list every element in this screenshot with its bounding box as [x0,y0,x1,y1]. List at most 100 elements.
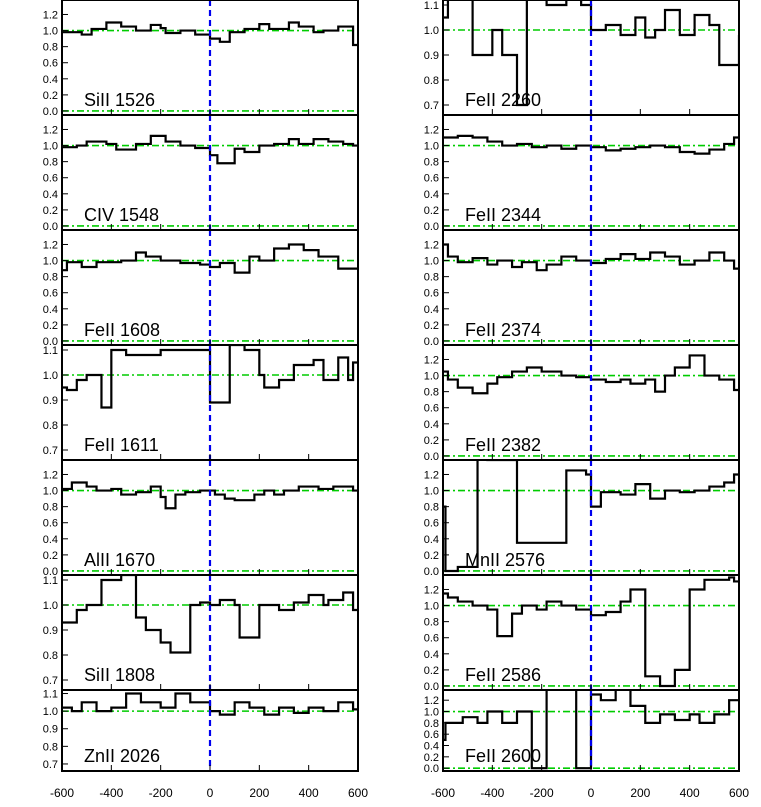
y-tick-label: 0.4 [424,534,439,546]
y-tick-label: 0.0 [424,221,439,233]
y-tick-label: 0.9 [43,395,58,407]
y-tick-label: 0.6 [424,403,439,415]
spectrum-step-line [62,134,358,165]
x-tick-label: -200 [530,786,554,800]
y-tick-label: 0.8 [43,502,58,514]
y-tick-label: 0.0 [43,106,58,118]
spectrum-step-line [62,481,358,510]
panel-label: CIV 1548 [84,205,159,225]
spectrum-step-line [62,21,358,47]
spectrum-panel: 0.7 0.8 0.9 1.0 1.1 ZnII 2026 [43,689,359,772]
spectrum-panel: 0.0 0.2 0.4 0.6 0.8 1.0 1.2 FeII 2374 [424,229,740,348]
x-tick-label: 600 [729,786,749,800]
spectrum-step-line [443,243,739,272]
panel-label: AlII 1670 [84,550,155,570]
spectrum-step-line [443,460,739,573]
y-tick-label: 0.4 [43,534,58,546]
spectrum-panel: 0.0 0.2 0.4 0.6 0.8 1.0 1.2 MnII 2576 [424,459,740,578]
y-tick-label: 1.0 [424,25,439,37]
x-tick-label: 0 [588,786,595,800]
x-tick-label: -400 [480,786,504,800]
y-tick-label: 0.2 [43,90,58,102]
y-tick-label: 0.0 [424,336,439,348]
panel-label: ZnII 2026 [84,746,160,766]
spectrum-step-line [62,575,358,654]
y-tick-label: 1.0 [424,141,439,153]
spectrum-step-line [443,134,739,155]
spectrum-step-line [62,692,358,716]
y-tick-label: 0.4 [424,649,439,661]
y-tick-label: 1.2 [424,584,439,596]
y-tick-label: 0.0 [43,336,58,348]
y-tick-label: 1.2 [424,239,439,251]
y-tick-label: 1.2 [43,124,58,136]
panel-label: FeII 2344 [465,205,541,225]
y-tick-label: 1.2 [424,469,439,481]
spectrum-panel: 0.0 0.2 0.4 0.6 0.8 1.0 1.2 CIV 1548 [43,114,359,233]
panel-label: MnII 2576 [465,550,545,570]
x-tick-label: 600 [348,786,368,800]
y-tick-label: 0.0 [424,451,439,463]
y-tick-label: 0.9 [43,625,58,637]
x-tick-label: 400 [299,786,319,800]
x-tick-label: 400 [680,786,700,800]
y-tick-label: 0.2 [424,752,439,764]
y-tick-label: 1.2 [424,695,439,707]
y-tick-label: 0.7 [43,759,58,771]
y-tick-label: 0.6 [43,518,58,530]
y-tick-label: 0.8 [424,157,439,169]
panel-label: SiII 1526 [84,90,155,110]
y-tick-label: 0.2 [43,550,58,562]
x-tick-label: 200 [630,786,650,800]
y-tick-label: 0.8 [424,502,439,514]
y-tick-label: 0.4 [424,189,439,201]
y-tick-label: 0.2 [424,320,439,332]
y-tick-label: 0.8 [43,650,58,662]
y-tick-label: 1.1 [43,689,58,701]
y-tick-label: 0.0 [424,566,439,578]
y-tick-label: 1.0 [424,371,439,383]
x-tick-label: -600 [50,786,74,800]
x-tick-label: -200 [149,786,173,800]
panel-label: FeII 2586 [465,665,541,685]
y-tick-label: 1.0 [43,256,58,268]
y-tick-label: 0.4 [424,741,439,753]
panel-label: FeII 1608 [84,320,160,340]
y-tick-label: 1.0 [424,256,439,268]
y-tick-label: 0.8 [43,157,58,169]
y-tick-label: 0.2 [424,665,439,677]
y-tick-label: 0.4 [43,74,58,86]
spectrum-panel: 0.7 0.8 0.9 1.0 1.1 FeII 1611 [43,344,359,461]
x-tick-label: -600 [431,786,455,800]
panel-label: FeII 2374 [465,320,541,340]
y-tick-label: 0.7 [424,100,439,112]
spectrum-panel: 0.00.20.40.60.81.01.2 FeII 2600 [424,689,740,775]
y-tick-label: 0.8 [424,272,439,284]
y-tick-label: 0.9 [43,724,58,736]
y-tick-label: 0.8 [43,741,58,753]
y-tick-label: 0.2 [43,320,58,332]
spectrum-panel: 0.0 0.2 0.4 0.6 0.8 1.0 1.2 FeII 2382 [424,344,740,463]
spectrum-panel: 0.0 0.2 0.4 0.6 0.8 1.0 1.2 FeII 1608 [43,229,359,348]
y-tick-label: 1.0 [43,141,58,153]
y-tick-label: 0.0 [424,681,439,693]
y-tick-label: 0.6 [424,518,439,530]
spectrum-step-line [62,345,358,409]
spectrum-panel: 0.0 0.2 0.4 0.6 0.8 1.0 1.2 SiII 1526 [43,0,359,118]
y-tick-label: 0.8 [424,387,439,399]
y-tick-label: 0.0 [424,763,439,775]
y-tick-label: 0.7 [43,445,58,457]
x-tick-label: -400 [99,786,123,800]
spectrum-step-line [443,354,739,395]
x-tick-label: 200 [249,786,269,800]
y-tick-label: 0.6 [424,729,439,741]
y-tick-label: 0.4 [43,304,58,316]
spectrum-step-line [443,0,739,107]
y-tick-label: 1.2 [424,124,439,136]
x-tick-label: 0 [207,786,214,800]
panel-label: FeII 2260 [465,90,541,110]
y-tick-label: 0.2 [424,205,439,217]
y-tick-label: 1.0 [43,370,58,382]
y-tick-label: 0.6 [424,173,439,185]
